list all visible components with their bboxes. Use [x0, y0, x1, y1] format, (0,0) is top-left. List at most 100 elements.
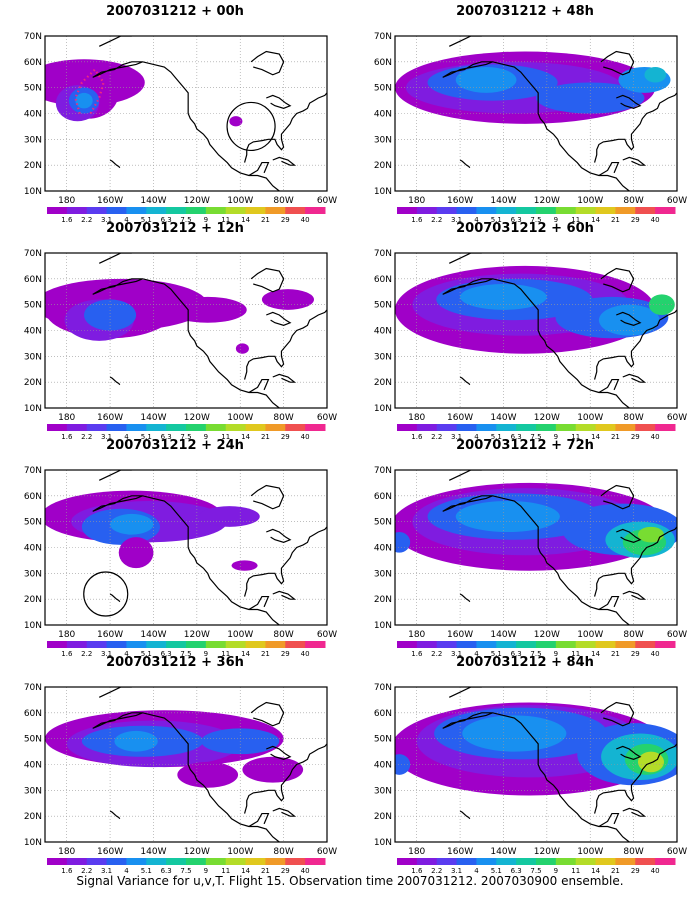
colorbar-swatch — [186, 641, 207, 648]
colorbar-swatch — [205, 641, 227, 648]
lon-tick-label: 120W — [534, 196, 560, 206]
lon-tick-label: 100W — [227, 630, 253, 640]
lat-tick-label: 20N — [24, 595, 42, 605]
lon-tick-label: 100W — [227, 847, 253, 857]
lat-tick-label: 10N — [24, 838, 42, 848]
colorbar-swatch — [416, 424, 438, 431]
colorbar-swatch — [536, 641, 557, 648]
lon-tick-label: 100W — [227, 196, 253, 206]
variance-map: 10N 20N 30N 40N 50N 60N 70N 180 160W 140W 120W 100W… — [374, 683, 687, 875]
colorbar-label: 29 — [631, 650, 640, 658]
colorbar-label: 11 — [221, 216, 230, 224]
colorbar-label: 9 — [204, 433, 208, 441]
colorbar-label: 9 — [554, 867, 558, 875]
colorbar-label: 7.5 — [180, 650, 191, 658]
lon-tick-label: 140W — [140, 413, 166, 423]
variance-contour — [637, 526, 664, 543]
lon-tick-label: 80W — [623, 630, 643, 640]
lon-tick-label: 80W — [623, 196, 643, 206]
lat-tick-label: 50N — [374, 84, 392, 94]
lon-tick-label: 160W — [97, 196, 123, 206]
map-panel-12h: 2007031212 + 12h 10N 20N 30N 40N 50N 60N 70N 180… — [10, 221, 340, 441]
variance-map: 10N 20N 30N 40N 50N 60N 70N 180 160W 140W 120W 100W… — [24, 32, 337, 224]
coastline — [442, 36, 677, 191]
variance-contour — [395, 754, 411, 775]
colorbar-label: 2.2 — [431, 216, 442, 224]
colorbar-swatch — [66, 207, 88, 214]
colorbar-label: 3.1 — [101, 867, 112, 875]
colorbar-label: 11 — [571, 867, 580, 875]
lon-tick-label: 80W — [273, 413, 293, 423]
figure-caption: Signal Variance for u,v,T. Flight 15. Ob… — [76, 874, 624, 888]
variance-contour — [229, 116, 243, 127]
colorbar-swatch — [635, 858, 656, 865]
lon-tick-label: 140W — [490, 847, 516, 857]
colorbar-label: 6.3 — [161, 216, 172, 224]
colorbar-swatch — [536, 858, 557, 865]
lon-tick-label: 180 — [58, 847, 75, 857]
colorbar-label: 3.1 — [451, 433, 462, 441]
colorbar-swatch — [86, 641, 108, 648]
lat-tick-label: 70N — [24, 32, 42, 42]
colorbar-swatch — [86, 858, 108, 865]
colorbar-label: 3.1 — [101, 650, 112, 658]
colorbar-swatch — [476, 858, 497, 865]
lon-tick-label: 180 — [58, 630, 75, 640]
colorbar-label: 4 — [124, 433, 129, 441]
colorbar-label: 21 — [611, 433, 620, 441]
lon-tick-label: 160W — [97, 413, 123, 423]
lon-tick-label: 160W — [447, 630, 473, 640]
colorbar-swatch — [205, 858, 227, 865]
lat-tick-label: 20N — [374, 595, 392, 605]
lat-tick-label: 40N — [374, 327, 392, 337]
colorbar-label: 2.2 — [81, 650, 92, 658]
colorbar-label: 1.6 — [61, 650, 73, 658]
colorbar-label: 21 — [611, 867, 620, 875]
colorbar-swatch — [265, 641, 286, 648]
lat-tick-label: 30N — [374, 352, 392, 362]
colorbar-swatch — [595, 641, 616, 648]
colorbar-swatch — [166, 858, 187, 865]
lat-tick-label: 10N — [24, 187, 42, 197]
colorbar-label: 21 — [611, 650, 620, 658]
colorbar-swatch — [205, 424, 227, 431]
lon-tick-label: 60W — [667, 196, 687, 206]
lat-tick-label: 70N — [24, 466, 42, 476]
colorbar-label: 2.2 — [431, 433, 442, 441]
colorbar-label: 7.5 — [530, 650, 541, 658]
colorbar-label: 2.2 — [81, 867, 92, 875]
colorbar-label: 4 — [474, 216, 479, 224]
colorbar-swatch — [265, 207, 286, 214]
colorbar-label: 1.6 — [61, 867, 73, 875]
colorbar-label: 3.1 — [451, 216, 462, 224]
colorbar-label: 1.6 — [411, 867, 423, 875]
variance-contour — [235, 343, 249, 354]
lon-tick-label: 120W — [184, 196, 210, 206]
coastline — [442, 253, 677, 408]
colorbar-swatch — [305, 424, 326, 431]
lon-tick-label: 60W — [317, 413, 337, 423]
lat-tick-label: 40N — [374, 110, 392, 120]
colorbar-label: 5.1 — [491, 650, 502, 658]
colorbar-label: 40 — [301, 433, 310, 441]
colorbar-label: 11 — [571, 216, 580, 224]
map-panel-72h: 2007031212 + 72h 10N 20N 30N 40N 50N 60N 70N 180… — [360, 438, 690, 658]
map-panel-36h: 2007031212 + 36h 10N 20N 30N 40N 50N 60N 70N 180… — [10, 655, 340, 875]
colorbar-label: 5.1 — [141, 867, 152, 875]
colorbar-swatch — [575, 207, 597, 214]
colorbar-swatch — [635, 207, 656, 214]
lon-tick-label: 160W — [447, 413, 473, 423]
lon-tick-label: 140W — [490, 196, 516, 206]
colorbar-swatch — [595, 424, 616, 431]
colorbar-swatch — [126, 641, 147, 648]
colorbar-label: 2.2 — [81, 433, 92, 441]
lon-tick-label: 140W — [140, 196, 166, 206]
variance-map: 10N 20N 30N 40N 50N 60N 70N 180 160W 140W 120W 100W… — [24, 683, 337, 875]
lat-tick-label: 30N — [24, 352, 42, 362]
colorbar-swatch — [305, 207, 326, 214]
colorbar-label: 21 — [261, 216, 270, 224]
colorbar-label: 3.1 — [451, 867, 462, 875]
colorbar-label: 40 — [651, 867, 660, 875]
colorbar-label: 7.5 — [180, 216, 191, 224]
panel-title: 2007031212 + 36h — [106, 655, 244, 670]
